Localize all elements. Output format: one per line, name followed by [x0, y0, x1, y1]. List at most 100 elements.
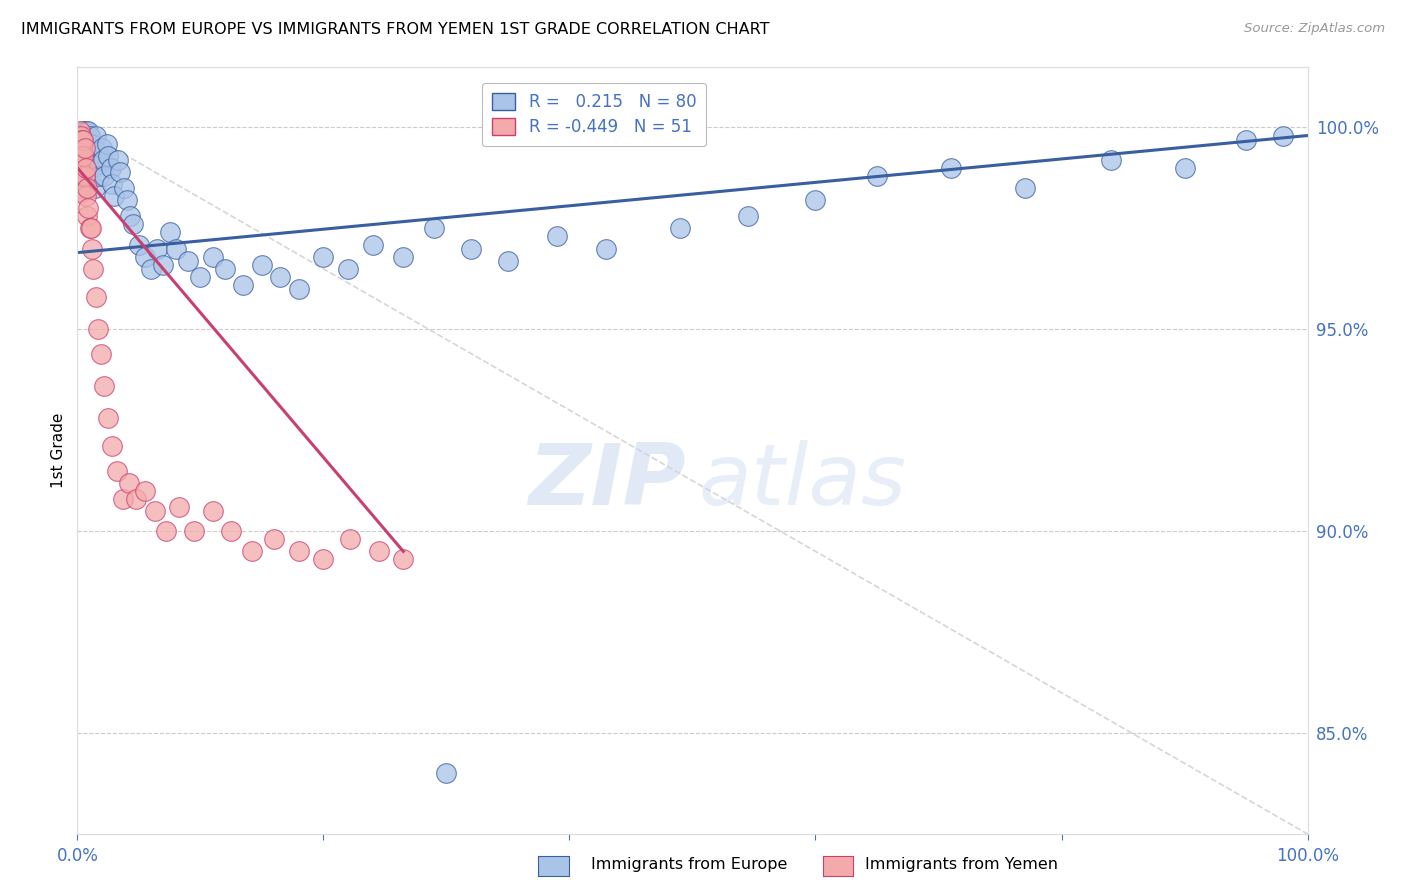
Point [392, 250, 415, 264]
Point [103, 189, 125, 203]
Point [70, 169, 93, 183]
Point [392, 552, 415, 566]
Point [240, 544, 263, 558]
Point [69, 141, 91, 155]
Point [96, 136, 118, 151]
Point [70, 165, 93, 179]
Point [118, 475, 141, 490]
Point [423, 221, 446, 235]
Point [77, 149, 100, 163]
Text: atlas: atlas [699, 440, 907, 523]
Legend: R =   0.215   N = 80, R = -0.449   N = 51: R = 0.215 N = 80, R = -0.449 N = 51 [482, 83, 706, 146]
Point [546, 229, 568, 244]
Point [152, 258, 174, 272]
Point [72, 149, 94, 163]
Point [75, 161, 97, 175]
Point [75, 169, 97, 183]
Point [89, 169, 111, 183]
Point [72, 132, 94, 146]
Point [165, 242, 187, 256]
Point [107, 153, 129, 167]
Text: IMMIGRANTS FROM EUROPE VS IMMIGRANTS FROM YEMEN 1ST GRADE CORRELATION CHART: IMMIGRANTS FROM EUROPE VS IMMIGRANTS FRO… [21, 22, 769, 37]
Point [70, 149, 93, 163]
Point [73, 128, 96, 143]
Point [82, 242, 104, 256]
Point [143, 504, 166, 518]
Point [121, 218, 143, 232]
Point [86, 145, 108, 159]
Point [97, 149, 120, 163]
Point [97, 411, 120, 425]
Point [69, 177, 91, 191]
Point [84, 290, 107, 304]
Point [87, 322, 110, 336]
Point [201, 250, 224, 264]
Point [120, 209, 142, 223]
Point [101, 177, 124, 191]
Point [312, 250, 335, 264]
Point [70, 145, 93, 159]
Point [67, 145, 90, 159]
Point [67, 128, 90, 143]
Point [75, 124, 97, 138]
Point [73, 141, 96, 155]
Point [73, 169, 96, 183]
Point [1014, 181, 1036, 195]
Point [77, 124, 100, 138]
Point [67, 161, 90, 175]
Point [339, 533, 361, 547]
Point [69, 157, 91, 171]
Point [70, 132, 93, 146]
Point [128, 237, 150, 252]
Point [269, 269, 291, 284]
Point [177, 253, 200, 268]
Point [337, 261, 360, 276]
Point [288, 544, 311, 558]
Point [1099, 153, 1122, 167]
Point [76, 136, 98, 151]
Point [73, 161, 96, 175]
Point [90, 346, 112, 360]
Point [82, 161, 104, 175]
Point [219, 524, 242, 539]
Point [70, 136, 93, 151]
Point [146, 242, 169, 256]
Point [201, 504, 224, 518]
Point [250, 258, 273, 272]
Point [82, 261, 104, 276]
Text: Immigrants from Yemen: Immigrants from Yemen [865, 857, 1057, 872]
Point [70, 145, 93, 159]
Point [159, 226, 181, 240]
Point [80, 221, 103, 235]
Point [93, 379, 115, 393]
Point [367, 544, 389, 558]
Point [70, 185, 93, 199]
Point [82, 149, 104, 163]
Point [804, 193, 827, 207]
Point [69, 124, 91, 138]
Point [141, 261, 163, 276]
Point [79, 221, 101, 235]
Point [110, 165, 132, 179]
Point [105, 464, 128, 478]
Point [460, 242, 482, 256]
Text: ZIP: ZIP [529, 440, 686, 523]
Point [76, 209, 98, 223]
Point [111, 491, 134, 506]
Point [361, 237, 384, 252]
Point [100, 161, 122, 175]
Point [70, 128, 93, 143]
Point [939, 161, 962, 175]
Point [263, 533, 285, 547]
Text: Immigrants from Europe: Immigrants from Europe [591, 857, 787, 872]
Point [188, 269, 212, 284]
Point [79, 128, 101, 143]
Point [76, 161, 98, 175]
Point [595, 242, 617, 256]
Point [69, 181, 91, 195]
Point [101, 439, 124, 453]
Point [75, 189, 97, 203]
Point [214, 261, 236, 276]
Point [115, 193, 138, 207]
Y-axis label: 1st Grade: 1st Grade [51, 413, 66, 488]
